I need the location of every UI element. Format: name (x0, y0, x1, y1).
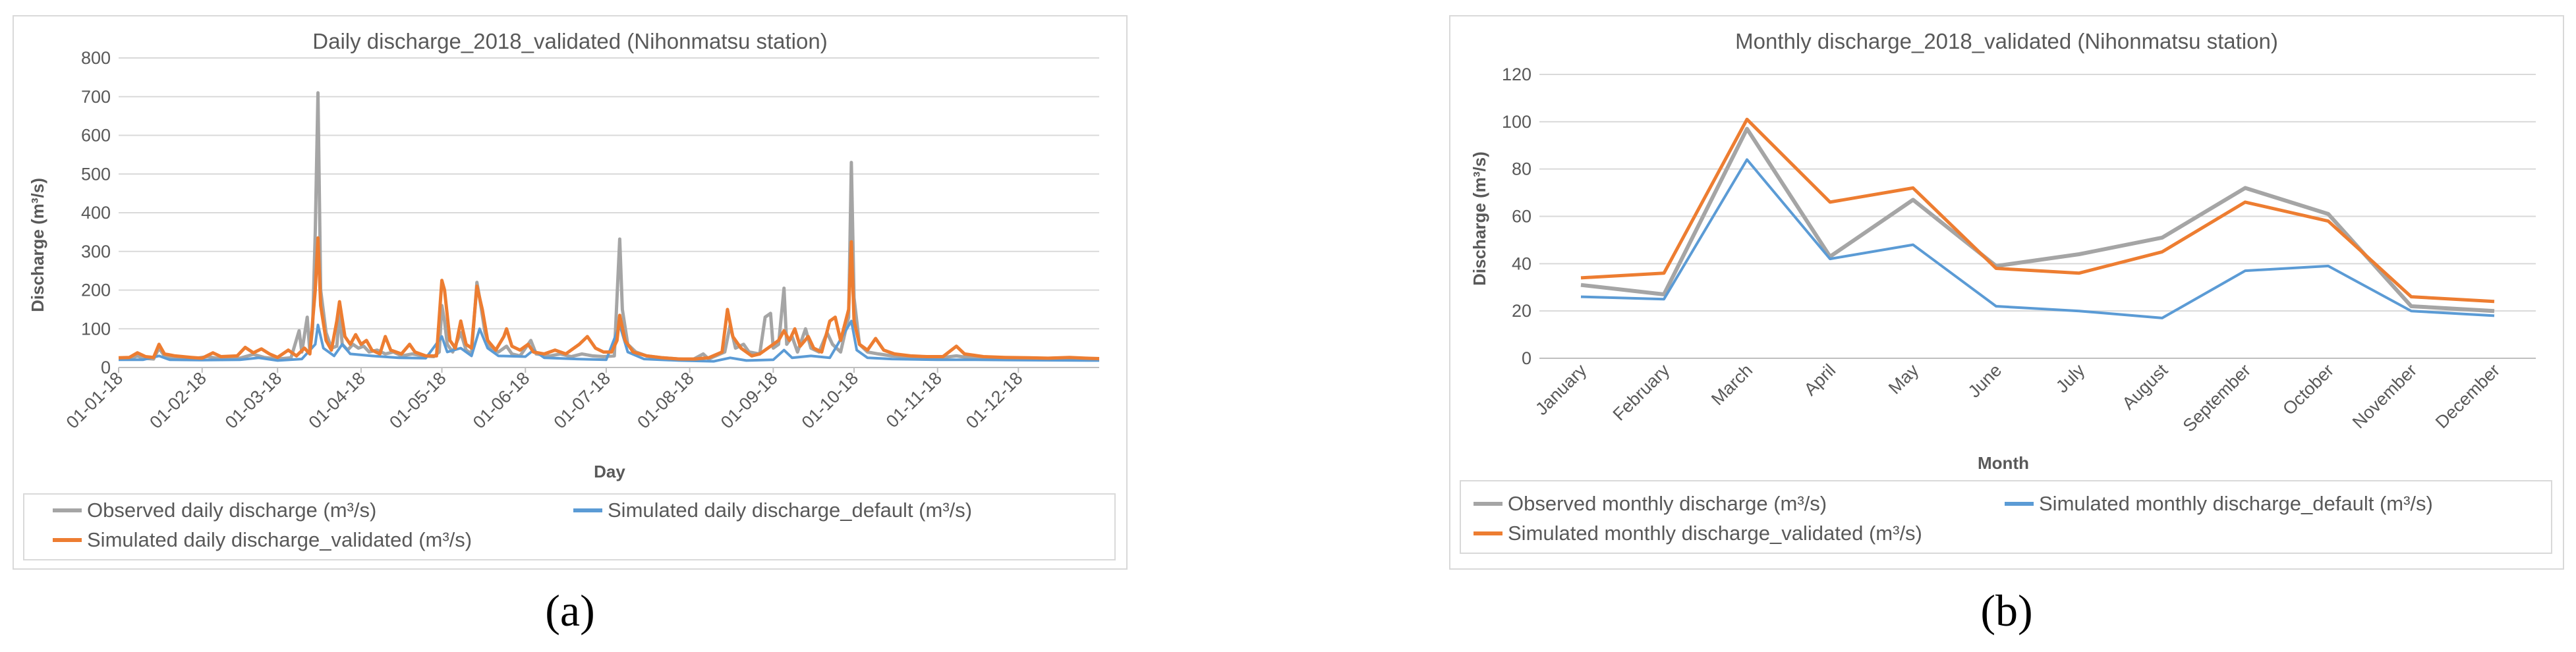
caption-b: (b) (1980, 585, 2032, 636)
chart-b-series-line-2 (1580, 117, 2495, 304)
chart-a-series-line-1 (119, 319, 1100, 363)
chart-b-series-line-0 (1580, 126, 2495, 313)
chart-b-ytick-label: 20 (1512, 301, 1531, 321)
chart-a-series-line-2 (118, 236, 1100, 361)
chart-b-ytick-label: 80 (1512, 159, 1531, 179)
chart-a-ytick-label: 200 (81, 281, 111, 300)
chart-a-ytick-label: 300 (81, 242, 111, 261)
chart-a-frame (13, 15, 1128, 570)
chart-a-ytick-label: 700 (81, 87, 111, 107)
chart-b-ytick-label: 120 (1502, 65, 1531, 84)
chart-b-ylabel: Discharge (m³/s) (1470, 151, 1489, 286)
chart-a-legend (23, 493, 1116, 560)
chart-b-legend-label: Simulated monthly discharge_default (m³/… (2039, 492, 2433, 515)
monthly-discharge-chart: Monthly discharge_2018_validated (Nihonm… (1449, 15, 2564, 570)
chart-a-legend-label: Simulated daily discharge_validated (m³/… (87, 528, 472, 551)
caption-a: (a) (545, 585, 594, 636)
chart-a-legend-label: Simulated daily discharge_default (m³/s) (608, 499, 972, 522)
chart-a-ytick-label: 600 (81, 126, 111, 146)
chart-b-ytick-label: 60 (1512, 207, 1531, 227)
chart-b-legend (1460, 480, 2552, 554)
chart-b-ytick-label: 40 (1512, 254, 1531, 273)
chart-a-ylabel: Discharge (m³/s) (28, 178, 47, 312)
chart-a-xlabel: Day (594, 462, 625, 481)
daily-discharge-chart: Daily discharge_2018_validated (Nihonmat… (13, 15, 1128, 570)
chart-b-xlabel: Month (1978, 453, 2029, 473)
chart-a-ytick-label: 800 (81, 48, 111, 68)
chart-b-legend-label: Observed monthly discharge (m³/s) (1508, 492, 1827, 515)
chart-a-ytick-label: 400 (81, 203, 111, 223)
chart-a-ytick-label: 100 (81, 319, 111, 339)
chart-a-ytick-label: 500 (81, 164, 111, 184)
chart-b-ytick-label: 100 (1502, 112, 1531, 132)
chart-b-title: Monthly discharge_2018_validated (Nihonm… (1735, 29, 2278, 53)
chart-a-title: Daily discharge_2018_validated (Nihonmat… (312, 29, 827, 53)
chart-a-legend-label: Observed daily discharge (m³/s) (87, 499, 376, 522)
chart-b-series-line-1 (1580, 158, 2495, 319)
chart-b-ytick-label: 0 (1522, 348, 1531, 368)
chart-a-ytick-label: 0 (101, 358, 111, 377)
chart-b-legend-label: Simulated monthly discharge_validated (m… (1508, 522, 1922, 545)
